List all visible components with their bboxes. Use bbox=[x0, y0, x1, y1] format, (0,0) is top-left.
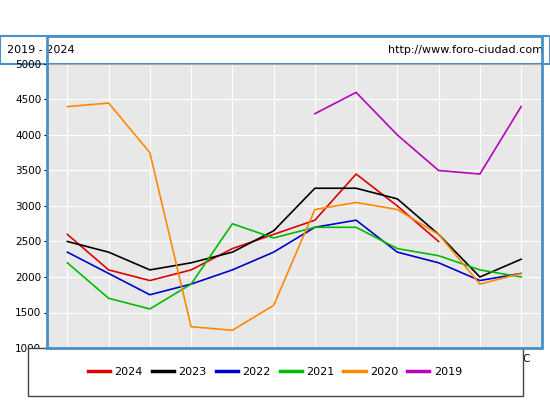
Text: 2019 - 2024: 2019 - 2024 bbox=[7, 45, 74, 55]
Text: http://www.foro-ciudad.com: http://www.foro-ciudad.com bbox=[388, 45, 543, 55]
Text: Evolucion Nº Turistas Nacionales en el municipio de Sant Pere de Ribes: Evolucion Nº Turistas Nacionales en el m… bbox=[8, 12, 542, 24]
Legend: 2024, 2023, 2022, 2021, 2020, 2019: 2024, 2023, 2022, 2021, 2020, 2019 bbox=[84, 362, 466, 382]
